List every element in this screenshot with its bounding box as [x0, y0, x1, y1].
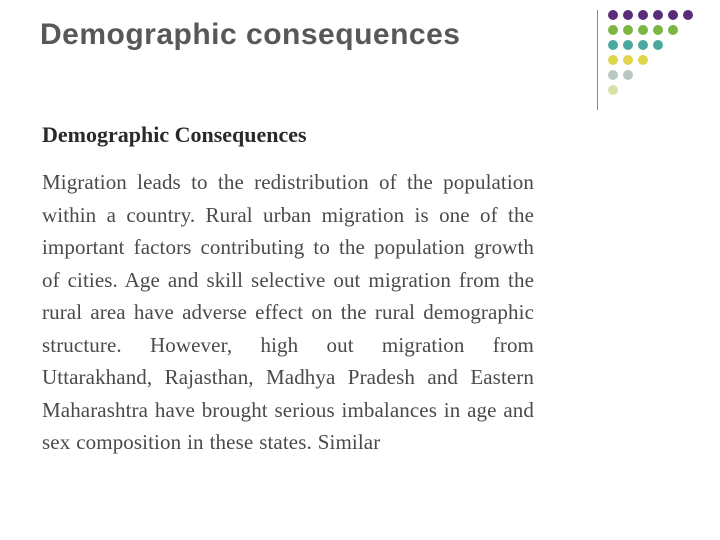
decoration-dot — [638, 40, 648, 50]
decoration-dot — [638, 70, 648, 80]
corner-decoration — [597, 10, 696, 110]
decoration-dot — [683, 55, 693, 65]
decoration-dot — [608, 55, 618, 65]
decoration-dot — [668, 25, 678, 35]
decoration-dot — [623, 25, 633, 35]
decoration-dot — [683, 10, 693, 20]
decoration-dot — [668, 55, 678, 65]
decoration-dot — [623, 10, 633, 20]
decoration-dot — [668, 85, 678, 95]
decoration-dot — [608, 85, 618, 95]
decoration-dot — [683, 70, 693, 80]
decoration-dot — [623, 55, 633, 65]
decoration-dot — [653, 25, 663, 35]
section-heading: Demographic Consequences — [42, 122, 680, 148]
decoration-dot — [638, 10, 648, 20]
decoration-dot — [623, 70, 633, 80]
decoration-dot — [638, 85, 648, 95]
decoration-dot — [683, 85, 693, 95]
slide: Demographic consequences Demographic Con… — [0, 0, 720, 540]
decoration-dot — [623, 40, 633, 50]
vertical-divider — [597, 10, 598, 110]
decoration-dot — [623, 85, 633, 95]
decoration-dot — [653, 70, 663, 80]
decoration-dot — [683, 40, 693, 50]
decoration-dot — [608, 70, 618, 80]
decoration-dot — [668, 70, 678, 80]
decoration-dot — [668, 10, 678, 20]
decoration-dot — [638, 55, 648, 65]
decoration-dot — [653, 85, 663, 95]
decoration-dot — [638, 25, 648, 35]
decoration-dot — [653, 55, 663, 65]
decoration-dot — [683, 25, 693, 35]
slide-title: Demographic consequences — [40, 18, 680, 52]
dot-grid — [608, 10, 696, 98]
decoration-dot — [608, 40, 618, 50]
decoration-dot — [668, 40, 678, 50]
decoration-dot — [608, 10, 618, 20]
decoration-dot — [608, 25, 618, 35]
body-paragraph: Migration leads to the redistribution of… — [42, 166, 534, 459]
decoration-dot — [653, 40, 663, 50]
decoration-dot — [653, 10, 663, 20]
